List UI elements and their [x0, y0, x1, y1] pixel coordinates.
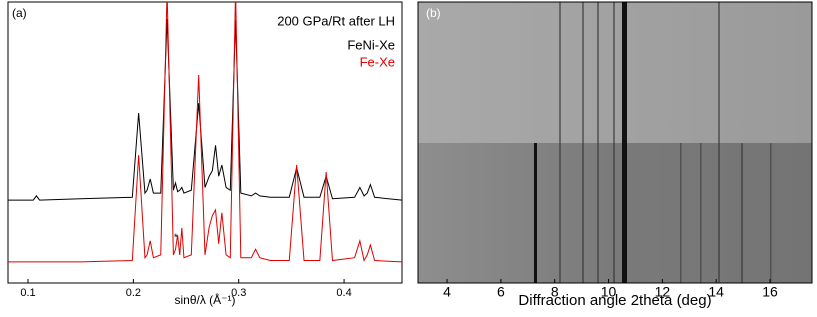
x-tick-label: 4 — [443, 284, 451, 300]
x-tick-label: 0.1 — [20, 287, 35, 299]
spectrum-line — [8, 18, 402, 201]
plot-frame — [7, 1, 403, 284]
spectrum-line — [8, 2, 402, 263]
x-tick-label: 0.2 — [126, 287, 141, 299]
x-tick-label: 12 — [655, 284, 671, 300]
x-tick-label: 0.4 — [336, 287, 351, 299]
x-tick-label: 6 — [497, 284, 505, 300]
x-axis-label: Diffraction angle 2theta (deg) — [518, 292, 711, 309]
legend-label: Fe-Xe — [360, 54, 395, 69]
annotation: 200 GPa/Rt after LH — [277, 13, 395, 28]
x-tick-label: 14 — [708, 284, 724, 300]
diffraction-line — [534, 143, 537, 283]
diffraction-line-strong — [622, 2, 627, 283]
x-tick-label: 16 — [762, 284, 778, 300]
panel-label: (b) — [426, 6, 441, 20]
x-axis-label: sinθ/λ (Å⁻¹) — [174, 292, 235, 307]
plot-area — [8, 2, 402, 263]
annotation-marker: * — [174, 233, 178, 244]
diffraction-image — [418, 2, 812, 283]
diffraction-lines — [559, 2, 772, 283]
image-frame — [417, 1, 813, 284]
x-tick-label: 0.3 — [231, 287, 246, 299]
panel-label: (a) — [12, 6, 27, 20]
x-tick-label: 10 — [601, 284, 617, 300]
x-tick-label: 8 — [551, 284, 559, 300]
legend-label: FeNi-Xe — [347, 37, 395, 52]
